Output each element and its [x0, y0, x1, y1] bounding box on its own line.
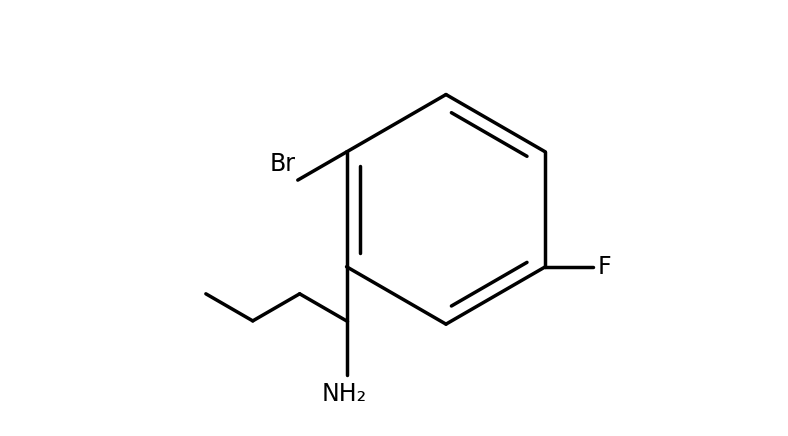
- Text: F: F: [597, 255, 611, 279]
- Text: NH₂: NH₂: [322, 382, 367, 405]
- Text: Br: Br: [269, 152, 296, 176]
